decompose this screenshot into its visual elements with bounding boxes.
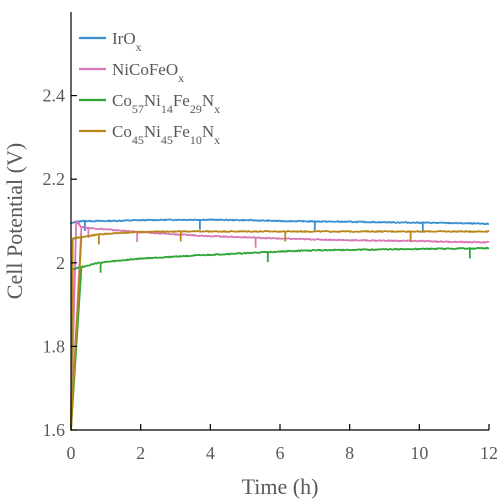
x-axis-title: Time (h) xyxy=(242,474,319,499)
y-tick-label: 1.8 xyxy=(43,336,66,356)
x-tick-label: 8 xyxy=(345,443,354,463)
legend-label: Co45Ni45Fe10Nx xyxy=(112,122,220,147)
legend-label: NiCoFeOx xyxy=(112,60,184,85)
legend: IrOx NiCoFeOx Co57Ni14Fe29Nx Co45Ni45Fe10Nx xyxy=(79,29,220,147)
ticks-layer: 0 2 4 6 8 10 12 1.6 1.8 2 2.2 2.4 xyxy=(43,86,499,463)
legend-label: IrOx xyxy=(112,29,142,54)
x-tick-label: 10 xyxy=(410,443,428,463)
x-tick-label: 6 xyxy=(276,443,285,463)
y-tick-label: 2.4 xyxy=(43,86,66,106)
y-tick-label: 1.6 xyxy=(43,420,66,440)
series-line-2 xyxy=(70,246,490,431)
x-tick-label: 12 xyxy=(480,443,498,463)
series-line-0 xyxy=(70,218,490,226)
series-layer xyxy=(70,218,490,431)
y-tick-label: 2 xyxy=(56,253,65,273)
legend-label: Co57Ni14Fe29Nx xyxy=(112,91,220,116)
series-line-3 xyxy=(70,230,490,431)
y-axis-title: Cell Potential (V) xyxy=(2,143,27,299)
x-tick-label: 4 xyxy=(206,443,215,463)
y-tick-label: 2.2 xyxy=(43,169,66,189)
x-tick-label: 0 xyxy=(67,443,76,463)
x-tick-label: 2 xyxy=(136,443,145,463)
